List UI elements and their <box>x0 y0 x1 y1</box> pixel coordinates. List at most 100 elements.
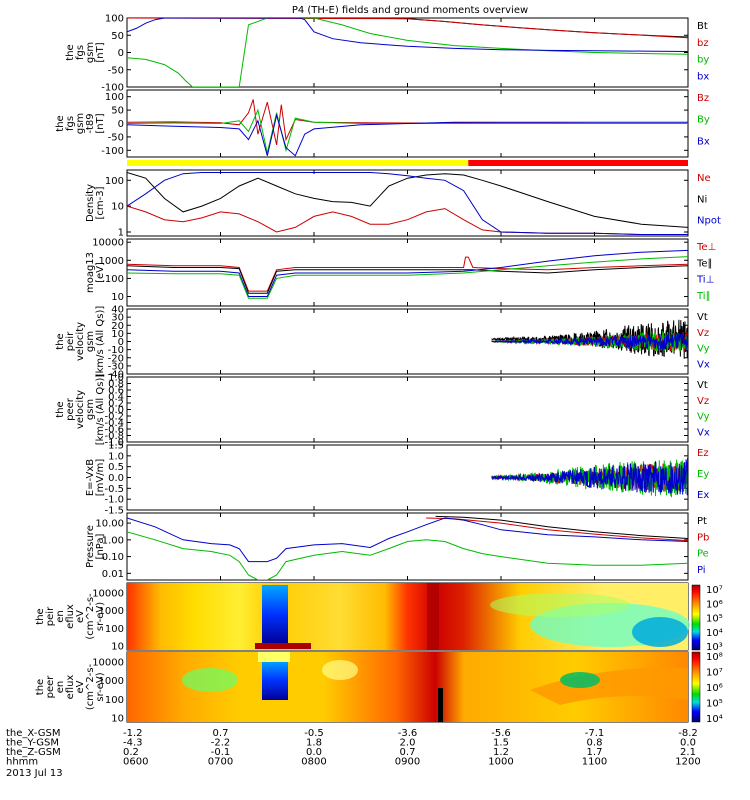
series-temperature-Ti∥ <box>127 256 688 299</box>
y-tick-label: 1.5 <box>108 441 124 452</box>
y-tick-label: 10000 <box>92 658 124 669</box>
y-tick-label: 1000 <box>99 606 124 617</box>
ephemeris-value: 0.0 <box>680 738 696 749</box>
y-axis-label: (cm^2-s- <box>85 663 96 710</box>
peer-spectrogram-orange-band <box>530 667 688 705</box>
y-tick-label: -0.5 <box>104 484 124 495</box>
y-tick-label: 1.0 <box>108 373 124 384</box>
peir-spectrogram-core <box>262 585 288 643</box>
series-fgs-bz <box>127 18 688 39</box>
legend-fgs-t89-Bz: Bz <box>697 93 709 104</box>
y-axis-label: eflux <box>65 675 76 700</box>
series-fgs-by <box>127 18 688 87</box>
y-axis-label: the <box>55 401 66 417</box>
y-axis-label: eV <box>75 610 86 623</box>
y-tick-label: 0.01 <box>102 569 124 580</box>
peir-spectrogram-blue-region <box>632 617 688 647</box>
y-tick-label: 20 <box>111 321 124 332</box>
y-axis-label: the <box>55 333 66 349</box>
colorbar-label: 10⁸ <box>706 652 723 663</box>
legend-pressure-Pe: Pe <box>697 549 709 560</box>
y-axis-label: peer <box>45 675 56 699</box>
legend-peir-velocity-Vz: Vz <box>697 328 709 339</box>
legend-density-Ne: Ne <box>697 173 711 184</box>
y-axis-label: peer <box>65 397 76 421</box>
peer-spectrogram-yellow-mid <box>322 660 358 680</box>
y-tick-label: 100 <box>105 176 124 187</box>
ephemeris-value: -5.6 <box>491 728 511 739</box>
legend-pressure-Pb: Pb <box>697 532 709 543</box>
series-temperature-Ti⊥ <box>127 249 688 297</box>
legend-fgs-t89-By: By <box>697 115 710 126</box>
y-axis-label: gsm <box>85 399 96 420</box>
ephemeris-value: 1.5 <box>493 738 509 749</box>
legend-pressure-Pt: Pt <box>697 516 707 527</box>
ephemeris-value: -4.3 <box>123 738 143 749</box>
legend-temperature-Te∥: Te∥ <box>696 258 713 269</box>
panel-efield: 1.51.00.50.0-0.5-1.0-1.5E=-VxB [mV/m]EzEy… <box>85 441 709 517</box>
y-axis-label: (cm^2-s- <box>85 593 96 640</box>
ephemeris-value: 1200 <box>675 757 700 768</box>
panel-frame <box>126 376 689 443</box>
ephemeris-value: 1.8 <box>306 738 322 749</box>
series-pressure-Pe <box>127 531 688 580</box>
series-fgs-t89-By <box>127 108 688 154</box>
y-tick-label: 100 <box>105 274 124 285</box>
panel-density: 100 10 1 Density [cm-3] Ne Ni Npot <box>85 169 721 238</box>
colorbar-peir <box>691 584 701 651</box>
y-axis-label: [eV] <box>95 262 106 283</box>
colorbar-label: 10³ <box>706 642 723 653</box>
legend-temperature-Ti∥: Ti∥ <box>696 291 711 302</box>
y-tick-label: 10.00 <box>95 519 124 530</box>
y-tick-label: -100 <box>101 83 124 94</box>
series-pressure-Pi <box>127 517 688 563</box>
y-tick-label: 0 <box>118 119 124 130</box>
ephemeris-row-label: the_Z-GSM <box>6 747 61 758</box>
ephemeris-value: 2.0 <box>400 738 416 749</box>
y-tick-label: 100 <box>105 695 124 706</box>
ephemeris-value: 1.2 <box>493 747 509 758</box>
legend-peir-velocity-Vt: Vt <box>697 312 708 323</box>
legend-peir-velocity-Vy: Vy <box>697 344 710 355</box>
ephemeris-value: 1000 <box>488 757 513 768</box>
series-peir-velocity-Vx <box>491 333 688 351</box>
y-axis-label: gsm <box>85 331 96 352</box>
y-tick-label: 0.4 <box>108 392 124 403</box>
mode-bar <box>127 160 688 166</box>
y-tick-label: 100 <box>105 14 124 25</box>
legend-efield-Ex: Ex <box>697 490 709 501</box>
ephemeris-value: 0.8 <box>587 738 603 749</box>
y-axis-label: [nT] <box>95 113 106 133</box>
y-axis-label: fgs <box>65 116 76 131</box>
y-tick-label: 0.5 <box>108 462 124 473</box>
y-axis-label: moag13 <box>85 252 96 293</box>
y-tick-label: 1000 <box>99 676 124 687</box>
y-axis-label: [nT] <box>95 42 106 62</box>
y-axis-label: -t89 <box>85 113 96 133</box>
peir-spectrogram-green-region <box>490 593 630 617</box>
legend-fgs-bx: bx <box>697 71 709 82</box>
panel-peer-velocity: 1.00.80.60.40.20.0-0.2-0.4-0.6-0.8-1.0 th… <box>55 373 710 449</box>
y-tick-label: 1000 <box>99 256 124 267</box>
ephemeris-value: -8.2 <box>678 728 698 739</box>
peer-spectrogram-data-gap <box>438 688 443 722</box>
y-axis-label: eV <box>75 680 86 693</box>
y-tick-label: 0.8 <box>108 379 124 390</box>
y-axis-label: sr-eV) <box>95 672 106 701</box>
ephemeris-value: 2.1 <box>680 747 696 758</box>
y-axis-label: Density <box>85 184 96 222</box>
ephemeris-value: 0600 <box>123 757 148 768</box>
y-axis-label: the <box>35 679 46 695</box>
ephemeris-value: -0.5 <box>304 728 324 739</box>
colorbar-label: 10⁶ <box>706 683 723 694</box>
y-axis-label: en <box>55 610 66 623</box>
peir-spectrogram-band <box>255 643 311 649</box>
colorbar-label: 10⁵ <box>706 614 723 625</box>
legend-peer-velocity-Vx: Vx <box>697 427 710 438</box>
series-fgs-t89-Bx <box>127 113 688 157</box>
legend-temperature-Ti⊥: Ti⊥ <box>696 275 714 286</box>
peir-spectrogram <box>127 583 690 650</box>
ephemeris-value: 1100 <box>582 757 607 768</box>
colorbar-peer <box>691 651 701 723</box>
